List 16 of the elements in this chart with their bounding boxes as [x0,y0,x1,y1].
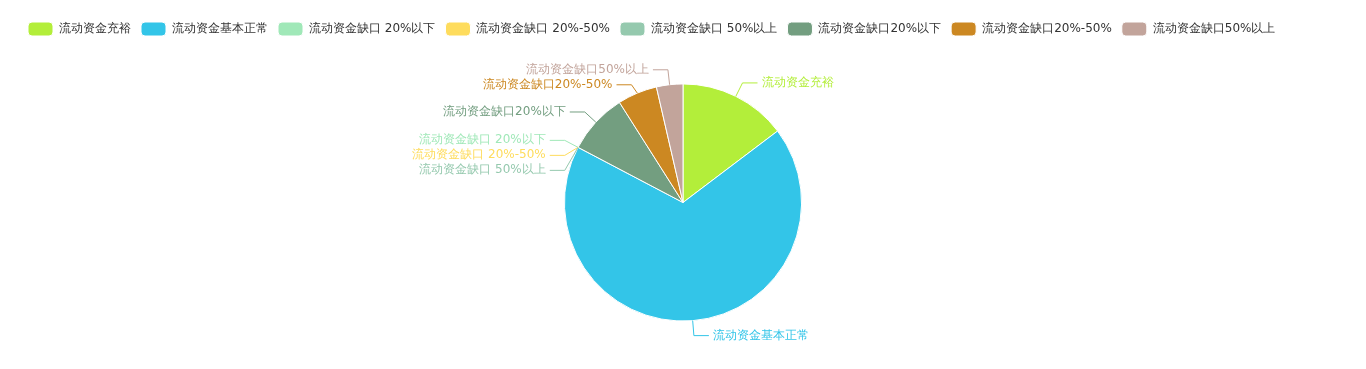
legend-label: 流动资金缺口20%以下 [818,21,942,36]
category-label: 流动资金缺口 50%以上 [419,162,546,177]
slice-label: 流动资金缺口20%以下 [443,104,566,119]
legend-label: 流动资金基本正常 [172,21,268,36]
category-label: 流动资金缺口 20%以下 [419,132,546,147]
slice-label: 流动资金充裕 [761,75,834,90]
legend-label: 流动资金缺口50%以上 [1152,21,1276,36]
legend-label: 流动资金缺口20%-50% [982,21,1112,36]
legend-label: 流动资金缺口 20%以下 [309,21,436,36]
category-label: 流动资金缺口 20%-50% [412,147,546,162]
legend-label: 流动资金缺口 20%-50% [476,21,610,36]
slice-label: 流动资金缺口20%-50% [482,76,613,91]
legend-label: 流动资金充裕 [59,21,131,36]
slice-label: 流动资金基本正常 [712,327,809,342]
legend-label: 流动资金缺口 50%以上 [650,21,778,36]
slice-label: 流动资金缺口50%以上 [526,61,649,76]
